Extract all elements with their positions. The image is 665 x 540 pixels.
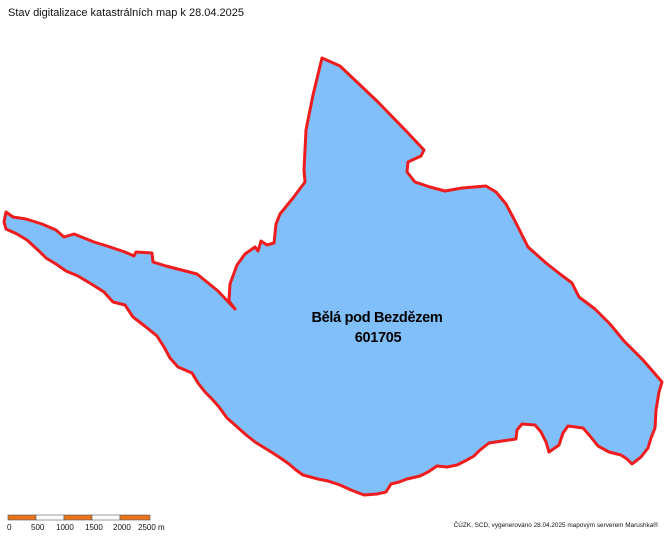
- scale-bar: 0 500 1000 1500 2000 2500 m: [7, 514, 165, 532]
- scale-label-500: 500: [31, 523, 45, 532]
- scale-label-2500-m: 2500 m: [138, 523, 165, 532]
- scale-label-2000: 2000: [113, 523, 131, 532]
- scale-segment-5: [119, 514, 151, 521]
- map-title: Stav digitalizace katastrálních map k 28…: [8, 7, 245, 19]
- scale-label-0: 0: [7, 523, 12, 532]
- cadastral-area-polygon[interactable]: [2, 56, 664, 497]
- area-code-label: 601705: [355, 330, 402, 346]
- area-name-label: Bělá pod Bezdězem: [311, 310, 442, 326]
- cadastral-area[interactable]: Bělá pod Bezdězem 601705: [2, 56, 664, 497]
- map-credit: ČÚZK, SCD, vygenerováno 28.04.2025 mapov…: [453, 522, 658, 529]
- scale-segment-3: [63, 514, 93, 521]
- scale-label-1000: 1000: [56, 523, 74, 532]
- scale-segment-2: [35, 514, 65, 521]
- scale-segment-1: [7, 514, 37, 521]
- scale-label-1500: 1500: [85, 523, 103, 532]
- scale-segment-4: [91, 514, 121, 521]
